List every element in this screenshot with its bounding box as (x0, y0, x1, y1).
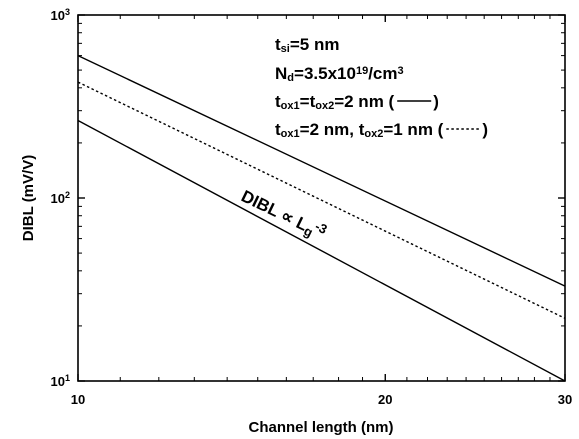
legend-line-1-part-2: =5 nm (290, 35, 340, 54)
y-tick-label: 102 (51, 190, 70, 206)
series-line-1-solid (77, 54, 566, 287)
legend-line-4-part-2: =2 nm, t (300, 120, 365, 139)
legend-line-3-part-3: ox2 (315, 100, 334, 112)
legend-line-2-part-1: d (287, 72, 294, 84)
legend-line-4-part-1: ox1 (281, 128, 300, 140)
legend-line-4-part-0: t (275, 120, 281, 139)
x-tick-label: 10 (71, 392, 85, 407)
legend-line-3-part-4: =2 nm ( (334, 92, 394, 111)
y-tick-label: 101 (51, 373, 70, 389)
x-axis-label: Channel length (nm) (249, 419, 394, 436)
legend-line-3-part-1: ox1 (281, 100, 300, 112)
legend-line-2-part-4: /cm (368, 64, 397, 83)
legend-line-4-part-4: =1 nm ( (383, 120, 443, 139)
legend-line-2-part-0: N (275, 64, 287, 83)
annotation: DIBL ∝ Lg-3 (238, 184, 330, 245)
legend-line-2: Nd=3.5x1019/cm3 (275, 64, 404, 84)
annotation-text-part-2: -3 (313, 219, 330, 238)
y-axis-label: DIBL (mV/V) (20, 155, 37, 241)
y-tick-label: 103 (51, 7, 70, 23)
legend-line-1: tsi=5 nm (275, 35, 339, 55)
annotation-text-part-0: DIBL ∝ L (238, 187, 310, 235)
series-line-3-solid (77, 119, 566, 382)
legend-line-3-part-2: =t (300, 92, 316, 111)
legend-line-3-part-0: t (275, 92, 281, 111)
legend-line-4-part-3: ox2 (364, 128, 383, 140)
legend-line-3: tox1=tox2=2 nm ( (275, 92, 395, 112)
series-line-2-dotted (77, 81, 566, 319)
legend-line-2-part-2: =3.5x10 (294, 64, 356, 83)
legend-line-2-part-5: 3 (398, 65, 404, 77)
legend-line-1-part-1: si (281, 43, 290, 55)
legend-line-2-part-3: 19 (356, 65, 368, 77)
legend-line-1-part-0: t (275, 35, 281, 54)
x-tick-label: 30 (558, 392, 572, 407)
legend-close-paren: ) (482, 120, 488, 139)
series-lines (77, 54, 566, 382)
legend-line-4: tox1=2 nm, tox2=1 nm ( (275, 120, 444, 140)
ticks: 10 20 30 101 102 103 (51, 7, 573, 407)
annotation-text: DIBL ∝ Lg-3 (238, 184, 330, 245)
x-tick-label: 20 (378, 392, 392, 407)
legend-close-paren: ) (433, 92, 439, 111)
dibl-relation-annotation: DIBL ∝ Lg-3 (238, 184, 330, 245)
